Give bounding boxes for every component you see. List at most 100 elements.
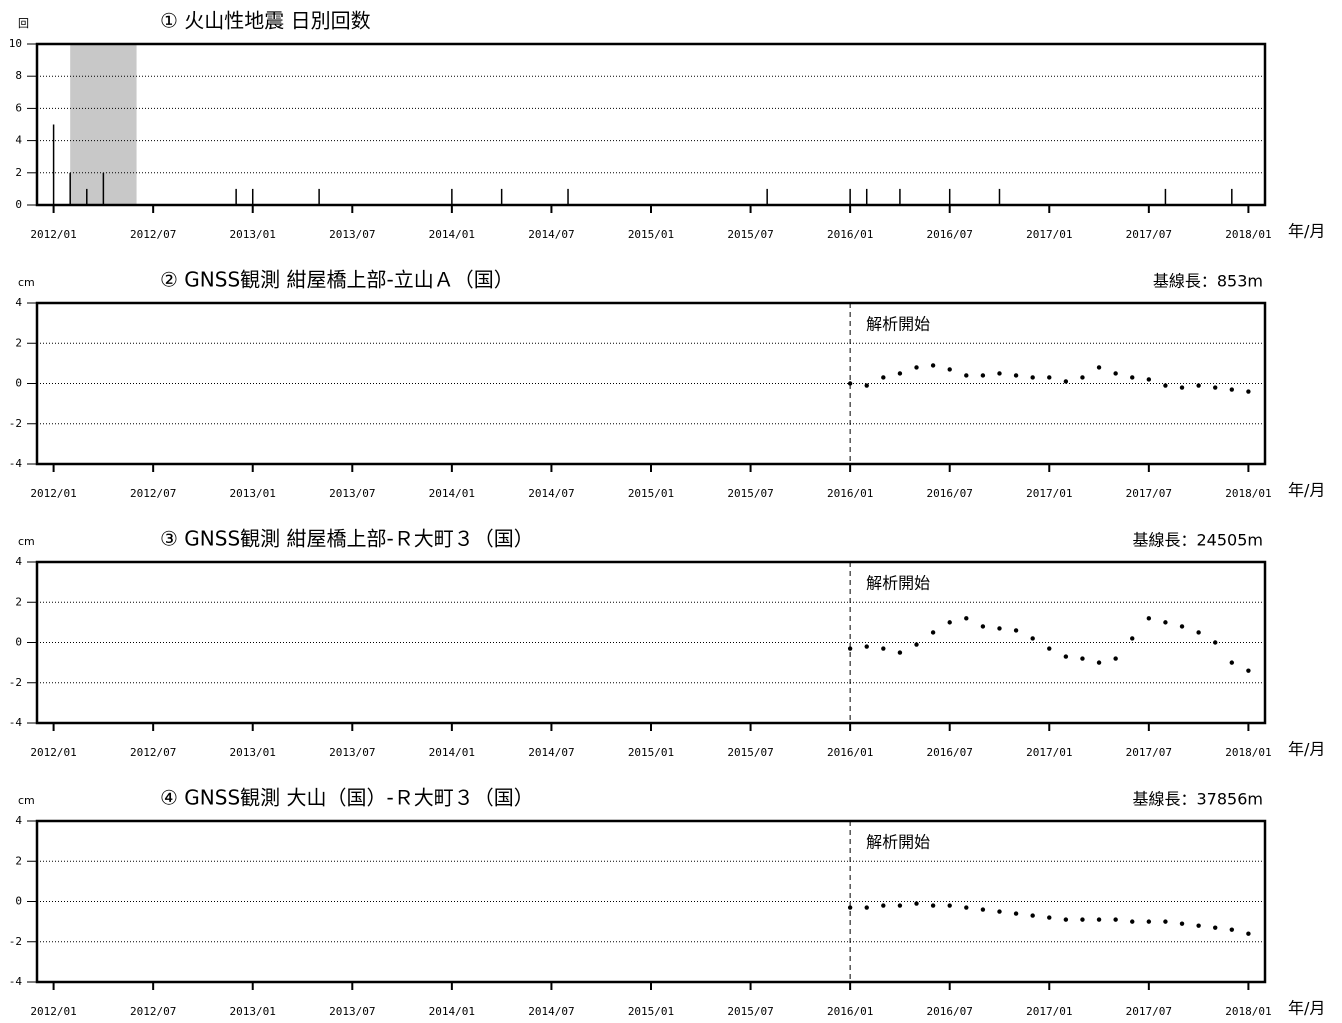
point bbox=[881, 903, 886, 908]
annotation-text: 解析開始 bbox=[866, 574, 930, 593]
point bbox=[1080, 375, 1085, 380]
x-tick-label: 2014/07 bbox=[528, 228, 574, 241]
plot-frame bbox=[35, 819, 1267, 984]
y-tick-label: -2 bbox=[9, 935, 22, 948]
y-tick-label: -2 bbox=[9, 417, 22, 430]
point bbox=[1130, 636, 1135, 641]
point bbox=[1030, 375, 1035, 380]
x-tick-label: 2017/07 bbox=[1126, 746, 1172, 759]
point bbox=[881, 646, 886, 651]
point bbox=[980, 907, 986, 912]
y-unit: cm bbox=[18, 794, 35, 807]
point bbox=[1146, 919, 1152, 924]
point bbox=[1229, 387, 1235, 392]
x-unit: 年/月 bbox=[1288, 222, 1325, 241]
point bbox=[1096, 660, 1102, 665]
point bbox=[980, 373, 986, 378]
point bbox=[1196, 923, 1201, 928]
panel-title: ③ GNSS観測 紺屋橋上部-Ｒ大町３（国） bbox=[160, 527, 534, 551]
x-tick-label: 2015/01 bbox=[628, 228, 674, 241]
y-tick-label: 2 bbox=[15, 595, 22, 608]
point bbox=[1113, 371, 1118, 376]
point bbox=[847, 646, 853, 651]
point bbox=[947, 903, 952, 908]
y-tick-label: 2 bbox=[15, 854, 22, 867]
x-tick-label: 2013/07 bbox=[329, 228, 375, 241]
x-tick-label: 2015/07 bbox=[727, 746, 773, 759]
x-tick-label: 2015/01 bbox=[628, 1005, 674, 1018]
x-tick-label: 2017/07 bbox=[1126, 487, 1172, 500]
y-tick-label: 0 bbox=[15, 198, 22, 211]
point bbox=[1179, 385, 1185, 390]
y-tick-label: 4 bbox=[15, 134, 22, 147]
point bbox=[914, 901, 919, 906]
baseline-length: 基線長：37856m bbox=[1133, 790, 1264, 809]
x-tick-label: 2016/01 bbox=[827, 746, 873, 759]
point bbox=[997, 626, 1002, 631]
point bbox=[964, 373, 969, 378]
point bbox=[1096, 365, 1102, 370]
point bbox=[1047, 915, 1052, 920]
x-tick-label: 2012/01 bbox=[30, 746, 76, 759]
y-unit: cm bbox=[18, 535, 35, 548]
point bbox=[1146, 377, 1152, 382]
point bbox=[847, 905, 853, 910]
point bbox=[881, 375, 886, 380]
x-tick-label: 2017/01 bbox=[1026, 746, 1072, 759]
baseline-length: 基線長：853m bbox=[1153, 272, 1263, 291]
point bbox=[864, 383, 869, 388]
plot-frame bbox=[35, 301, 1267, 466]
x-unit: 年/月 bbox=[1288, 481, 1325, 500]
plot-frame bbox=[35, 560, 1267, 725]
point bbox=[947, 620, 952, 625]
baseline-length: 基線長：24505m bbox=[1133, 531, 1264, 550]
x-tick-label: 2015/07 bbox=[727, 228, 773, 241]
point bbox=[1229, 660, 1235, 665]
x-tick-label: 2014/01 bbox=[429, 1005, 475, 1018]
point bbox=[1113, 917, 1118, 922]
annotation-text: 解析開始 bbox=[866, 833, 930, 852]
point bbox=[1246, 389, 1251, 394]
point bbox=[1063, 654, 1069, 659]
x-tick-label: 2017/07 bbox=[1126, 1005, 1172, 1018]
x-tick-label: 2018/01 bbox=[1225, 487, 1271, 500]
x-tick-label: 2015/07 bbox=[727, 1005, 773, 1018]
x-tick-label: 2014/07 bbox=[528, 487, 574, 500]
panel-title: ① 火山性地震 日別回数 bbox=[160, 9, 371, 33]
point bbox=[1196, 630, 1201, 635]
point bbox=[1080, 917, 1085, 922]
x-tick-label: 2016/07 bbox=[927, 228, 973, 241]
x-tick-label: 2013/07 bbox=[329, 487, 375, 500]
point bbox=[1179, 624, 1185, 629]
x-tick-label: 2012/01 bbox=[30, 228, 76, 241]
point bbox=[847, 381, 853, 386]
y-tick-label: 4 bbox=[15, 555, 22, 568]
point bbox=[897, 371, 903, 376]
x-tick-label: 2013/01 bbox=[230, 228, 276, 241]
point bbox=[914, 642, 919, 647]
y-unit: cm bbox=[18, 276, 35, 289]
x-tick-label: 2013/07 bbox=[329, 1005, 375, 1018]
point bbox=[930, 630, 936, 635]
point bbox=[1163, 919, 1168, 924]
x-tick-label: 2014/01 bbox=[429, 746, 475, 759]
x-tick-label: 2016/07 bbox=[927, 1005, 973, 1018]
point bbox=[1063, 917, 1069, 922]
panel-title: ② GNSS観測 紺屋橋上部-立山Ａ（国） bbox=[160, 268, 514, 292]
y-tick-label: 0 bbox=[15, 636, 22, 649]
y-unit: 回 bbox=[18, 17, 29, 30]
x-tick-label: 2013/01 bbox=[230, 746, 276, 759]
x-tick-label: 2016/01 bbox=[827, 1005, 873, 1018]
point bbox=[1096, 917, 1102, 922]
point bbox=[1213, 925, 1218, 930]
point bbox=[964, 905, 969, 910]
point bbox=[1030, 636, 1035, 641]
point bbox=[1013, 628, 1019, 633]
point bbox=[1013, 373, 1019, 378]
point bbox=[1047, 646, 1052, 651]
x-tick-label: 2014/07 bbox=[528, 1005, 574, 1018]
annotation-text: 解析開始 bbox=[866, 315, 930, 334]
point bbox=[1013, 911, 1019, 916]
point bbox=[864, 644, 869, 649]
point bbox=[1047, 375, 1052, 380]
